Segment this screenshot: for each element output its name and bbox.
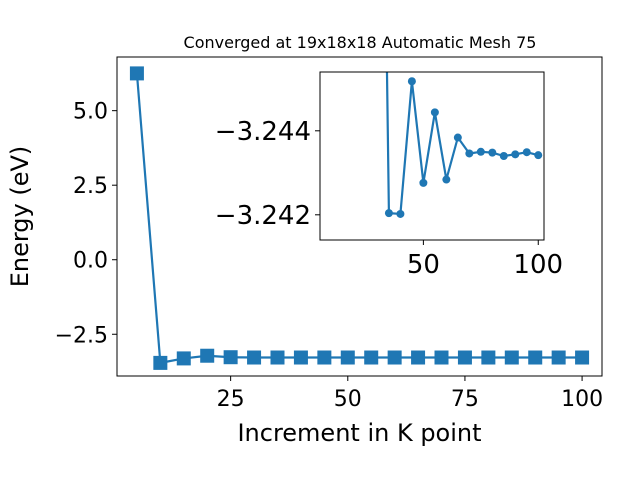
y-tick-label: −3.242 — [215, 201, 311, 231]
data-point — [434, 350, 449, 365]
data-point — [419, 178, 428, 187]
x-tick-label: 25 — [217, 387, 245, 412]
y-tick-label: 2.5 — [73, 174, 108, 199]
data-point — [528, 350, 543, 365]
y-axis-label: Energy (eV) — [6, 146, 34, 288]
data-point — [129, 66, 144, 81]
data-point — [176, 351, 191, 366]
data-point — [551, 350, 566, 365]
chart-title: Converged at 19x18x18 Automatic Mesh 75 — [184, 33, 537, 52]
data-point — [488, 148, 497, 157]
data-point — [407, 77, 416, 86]
data-point — [270, 350, 285, 365]
data-point — [387, 350, 402, 365]
data-point — [476, 147, 485, 156]
data-point — [457, 350, 472, 365]
inset-series — [384, 72, 543, 218]
data-point — [504, 350, 519, 365]
data-point — [511, 150, 520, 159]
data-point — [153, 355, 168, 370]
data-point — [442, 175, 451, 184]
data-point — [481, 350, 496, 365]
main-ticks: 25 50 75 100 5.0 2.5 0.0 −2.5 — [55, 100, 604, 412]
data-point — [430, 108, 439, 117]
data-point — [499, 152, 508, 160]
x-tick-label: 100 — [561, 387, 603, 412]
data-point — [453, 133, 462, 142]
data-point — [384, 209, 393, 218]
data-point — [575, 350, 590, 365]
y-tick-label: 0.0 — [73, 249, 108, 274]
data-point — [465, 149, 474, 158]
inset-plot: 50 100 −3.244 −3.242 — [215, 71, 563, 280]
x-axis-label: Increment in K point — [237, 419, 481, 447]
data-point — [223, 350, 238, 365]
data-point — [200, 348, 215, 363]
data-point — [340, 350, 355, 365]
y-tick-label: −2.5 — [55, 323, 108, 348]
data-point — [364, 350, 379, 365]
data-point — [247, 350, 262, 365]
data-point — [396, 209, 405, 218]
data-point — [534, 151, 543, 160]
x-tick-label: 50 — [334, 387, 362, 412]
data-point — [317, 350, 332, 365]
inset-frame — [319, 71, 545, 241]
inset-ticks: 50 100 −3.244 −3.242 — [215, 117, 563, 280]
y-tick-label: 5.0 — [73, 100, 108, 125]
data-point — [411, 350, 426, 365]
data-point — [522, 148, 531, 157]
x-tick-label: 100 — [513, 250, 563, 280]
data-point — [293, 350, 308, 365]
x-tick-label: 50 — [407, 250, 440, 280]
main-series — [129, 66, 590, 370]
x-tick-label: 75 — [451, 387, 479, 412]
y-tick-label: −3.244 — [215, 117, 311, 147]
